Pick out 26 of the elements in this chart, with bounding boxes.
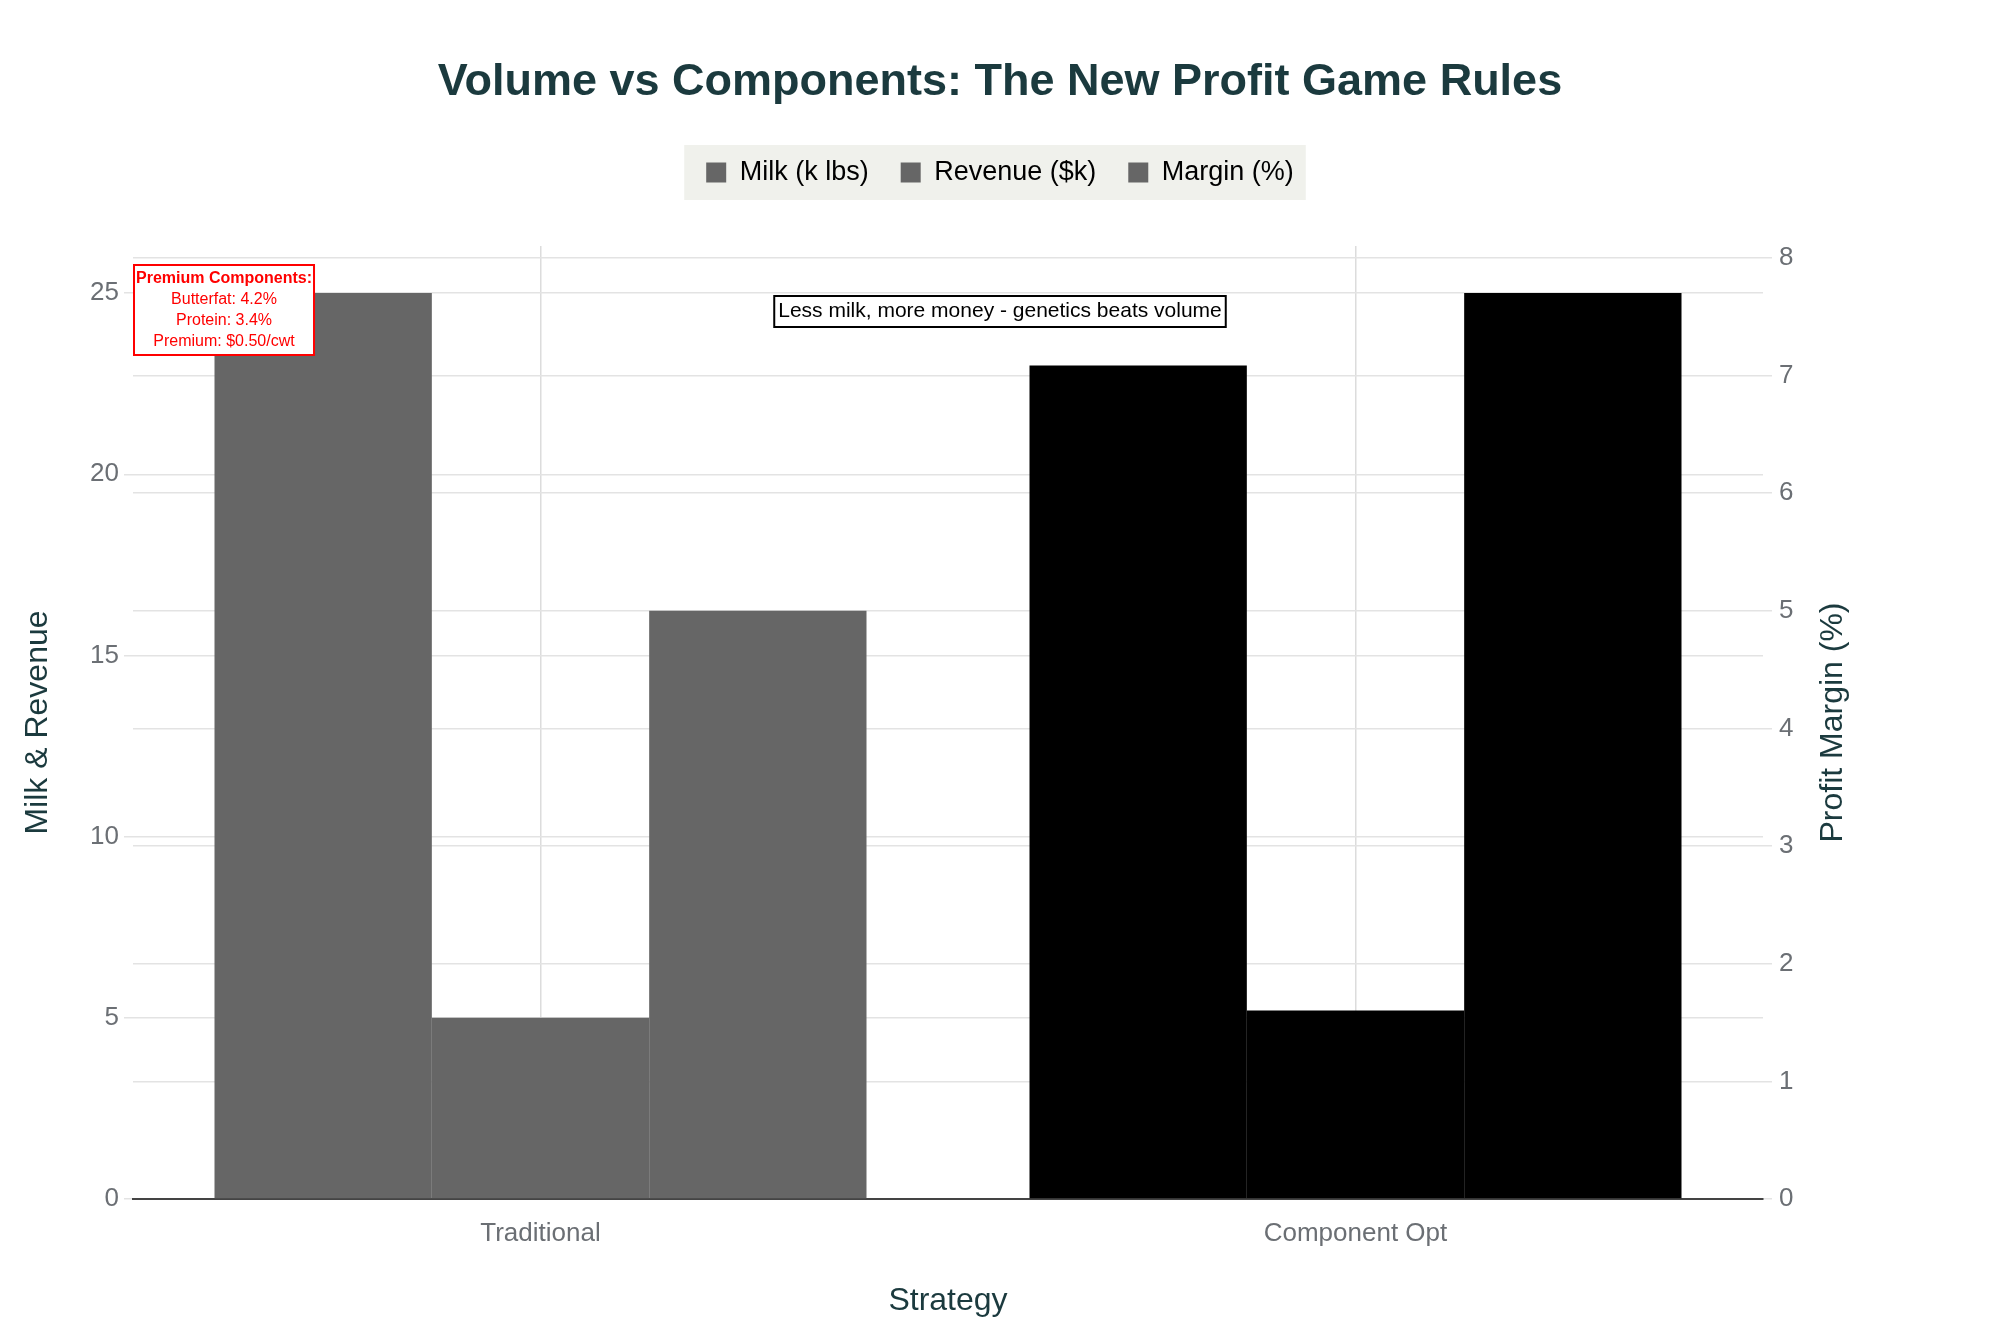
- y2-tick-label: 3: [1779, 829, 1794, 860]
- y2-tick-label: 4: [1779, 711, 1794, 742]
- annotation: Premium Components: Butterfat: 4.2% Protein: 3.4% Premium: $0.50/cwt: [136, 268, 313, 349]
- y2-axis-title: Profit Margin (%): [1812, 602, 1849, 843]
- y2-tick-label: 7: [1779, 358, 1794, 389]
- y2-tick-label: 6: [1779, 476, 1794, 507]
- x-tick-label: Traditional: [480, 1216, 601, 1247]
- legend-label: Margin (%): [1161, 155, 1294, 186]
- y-tick-label: 15: [90, 638, 119, 669]
- y-tick-label: 25: [90, 276, 119, 307]
- y-axis-title: Milk & Revenue: [18, 610, 55, 835]
- y-tick-label: 20: [90, 457, 119, 488]
- y2-tick-label: 5: [1779, 593, 1794, 624]
- y2-tick-label: 0: [1779, 1182, 1794, 1213]
- x-axis-title: Strategy: [888, 1280, 1008, 1317]
- y2-tick-label: 1: [1779, 1064, 1794, 1095]
- x-tick-label: Component Opt: [1263, 1216, 1449, 1247]
- chart-title: Volume vs Components: The New Profit Game Rules: [437, 54, 1563, 106]
- y2-tick-label: 2: [1779, 946, 1794, 977]
- y-tick-label: 5: [104, 1000, 119, 1031]
- annotation: Less milk, more money - genetics beats volume: [778, 298, 1222, 322]
- legend-label: Revenue ($k): [934, 155, 1097, 186]
- y2-tick-label: 8: [1779, 240, 1794, 271]
- y-tick-label: 10: [90, 819, 119, 850]
- y-tick-label: 0: [104, 1182, 119, 1213]
- legend-label: Milk (k lbs): [739, 155, 869, 186]
